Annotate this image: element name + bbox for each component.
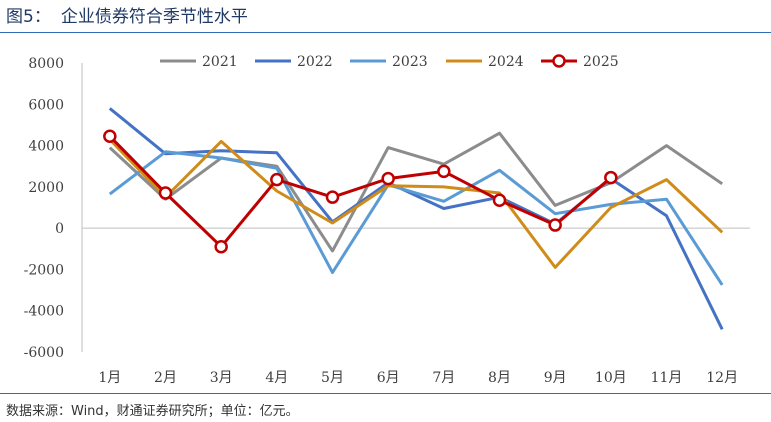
- x-tick-label: 6月: [377, 370, 400, 386]
- series-line-2024: [108, 138, 724, 269]
- y-tick-label: -4000: [24, 304, 64, 320]
- bottom-rule: [0, 393, 771, 394]
- data-point-2025: [103, 129, 117, 144]
- top-rule: [0, 32, 771, 33]
- legend-label: 2021: [202, 54, 238, 70]
- x-tick-label: 10月: [595, 370, 627, 386]
- data-point-2025: [158, 186, 173, 200]
- series-line-2025: [108, 135, 612, 249]
- x-tick-label: 8月: [488, 370, 511, 386]
- data-point-2025: [325, 190, 340, 204]
- legend-item-2022: 2022: [255, 54, 333, 70]
- line-chart: 2021 2022 2023 2024 2025 -6000 -4000 -2000 0 200…: [24, 54, 750, 386]
- x-tick-label: 12月: [706, 370, 738, 386]
- legend-label: 2024: [488, 54, 524, 70]
- chart-legend: 2021 2022 2023 2024 2025: [160, 54, 619, 70]
- data-point-2025: [548, 218, 562, 232]
- legend-item-2024: 2024: [446, 54, 524, 70]
- y-tick-label: 8000: [28, 56, 64, 72]
- plot-area: [103, 107, 724, 330]
- x-tick-label: 3月: [210, 370, 233, 386]
- source-note: 数据来源：Wind，财通证券研究所；单位：亿元。: [6, 404, 299, 419]
- y-tick-label: 6000: [28, 97, 64, 113]
- x-tick-label: 9月: [544, 370, 567, 386]
- data-point-2025: [214, 239, 228, 254]
- series-line-2021: [108, 131, 724, 253]
- x-tick-label: 7月: [432, 370, 455, 386]
- series-2024: [108, 138, 724, 269]
- data-point-2025: [381, 171, 395, 186]
- y-tick-label: 4000: [28, 139, 64, 155]
- y-tick-label: 0: [55, 221, 64, 237]
- x-tick-label: 5月: [321, 370, 344, 386]
- series-2021: [108, 131, 724, 253]
- data-point-2025: [270, 172, 284, 187]
- y-tick-label: -6000: [24, 345, 64, 361]
- x-tick-label: 4月: [265, 370, 288, 386]
- x-tick-label: 1月: [98, 370, 121, 386]
- x-tick-label: 11月: [651, 370, 683, 386]
- x-axis: 1月 2月 3月 4月 5月 6月 7月 8月 9月 10月 11月 12月: [98, 370, 738, 386]
- x-tick-label: 2月: [154, 370, 177, 386]
- data-point-2025: [437, 164, 451, 179]
- legend-item-2021: 2021: [160, 54, 238, 70]
- data-point-2025: [604, 170, 618, 185]
- figure-number: 图5：: [6, 7, 51, 27]
- legend-label: 2022: [297, 54, 333, 70]
- legend-label: 2023: [392, 54, 428, 70]
- legend-marker: [552, 54, 566, 68]
- data-point-2025: [492, 193, 507, 208]
- series-2022: [108, 107, 724, 330]
- y-axis: -6000 -4000 -2000 0 2000 4000 6000 8000: [24, 56, 750, 361]
- legend-item-2023: 2023: [350, 54, 428, 70]
- legend-label: 2025: [583, 54, 619, 70]
- y-tick-label: -2000: [24, 262, 64, 278]
- legend-item-2025: 2025: [541, 54, 619, 70]
- series-line-2022: [108, 107, 724, 330]
- series-2025: [103, 129, 618, 254]
- y-tick-label: 2000: [28, 180, 64, 196]
- figure-title-text: 企业债券符合季节性水平: [60, 7, 248, 27]
- figure-title: 图5： 企业债券符合季节性水平: [6, 2, 248, 27]
